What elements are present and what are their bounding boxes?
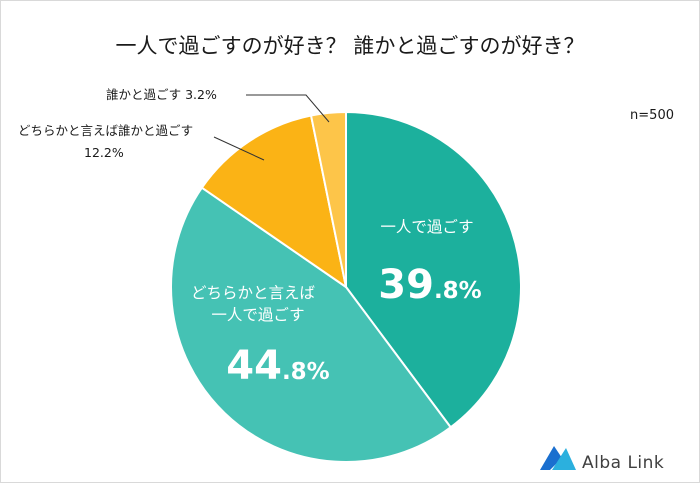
logo-mark-dark (540, 446, 562, 470)
slice-label-solo: 一人で過ごす (380, 218, 473, 236)
slice-value-rather-solo: 44.8% (226, 343, 329, 389)
pie-slice-rather-others (200, 114, 347, 288)
pie-slices (170, 111, 522, 463)
logo-mark-light (552, 448, 576, 470)
slice-label-rather-solo-line2: 一人で過ごす (211, 306, 304, 324)
leader-line-others (246, 94, 330, 123)
pie-slice-rather-solo (170, 186, 452, 463)
slice-label-others: 誰かと過ごす 3.2% (106, 87, 217, 102)
slice-label-rather-solo-line1: どちらかと言えば (191, 284, 316, 302)
alba-link-logo: Alba Link (540, 446, 664, 473)
chart-title: 一人で過ごすのが好き？ 誰かと過ごすのが好き？ (115, 34, 584, 58)
slice-label-rather-others: どちらかと言えば誰かと過ごす (18, 123, 193, 138)
brand-name: Alba Link (582, 453, 664, 473)
pie-slice-solo (345, 111, 522, 429)
slice-value-rather-others: 12.2% (84, 145, 124, 160)
slice-value-solo: 39.8% (378, 262, 481, 308)
sample-size-label: n=500 (630, 108, 674, 123)
pie-slice-others (310, 111, 347, 288)
leader-line-rather-others (213, 136, 265, 161)
